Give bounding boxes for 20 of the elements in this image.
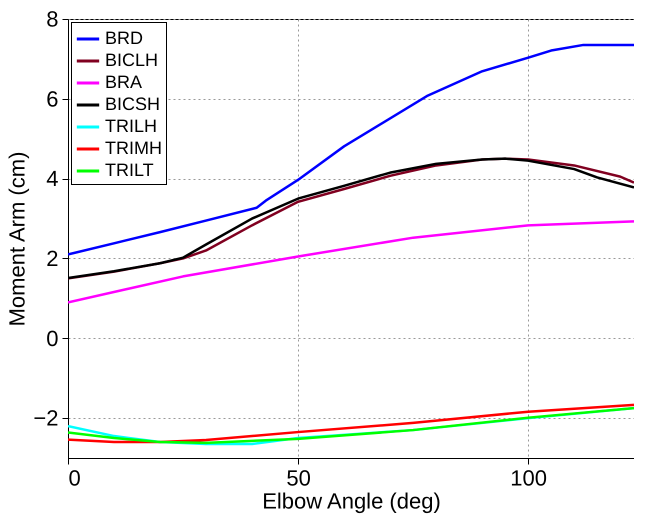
x-tick-label: 50: [286, 466, 311, 490]
legend-label: TRILH: [105, 116, 158, 136]
y-tick-label: 8: [46, 6, 58, 32]
x-tick-label: 100: [510, 466, 548, 490]
line-series: [68, 220, 634, 304]
y-tick-label: 2: [46, 246, 58, 271]
y-tick-label: 6: [46, 86, 58, 112]
x-axis-title: Elbow Angle (deg): [262, 488, 441, 514]
legend-label: TRILT: [105, 160, 154, 180]
legend-label: BRD: [105, 28, 144, 48]
y-tick-label: −2: [33, 406, 58, 431]
line-series: [68, 44, 634, 256]
y-tick-label: 0: [46, 326, 58, 351]
y-axis-title: Moment Arm (cm): [4, 152, 30, 326]
y-tick-label: 4: [46, 166, 58, 192]
legend-label: TRIMH: [105, 138, 162, 158]
legend-label: BRA: [105, 72, 142, 92]
x-tick-label: 0: [68, 466, 81, 490]
legend-label: BICLH: [105, 50, 158, 70]
legend-label: BICSH: [105, 94, 160, 114]
